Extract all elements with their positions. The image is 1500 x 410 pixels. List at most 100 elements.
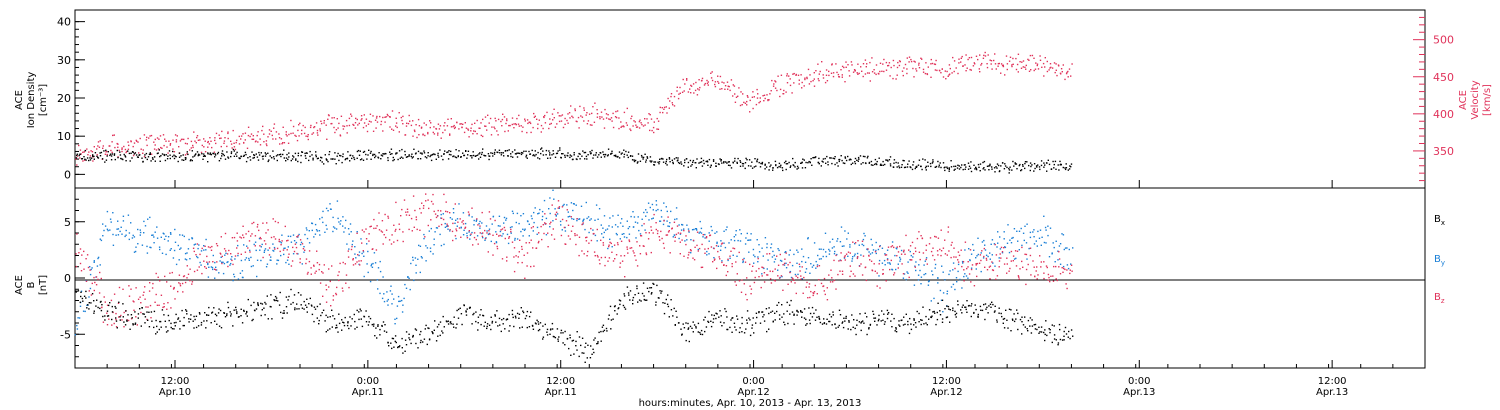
velocity-point xyxy=(581,116,584,118)
bz-point xyxy=(752,265,754,267)
by-point xyxy=(897,263,899,265)
density-point xyxy=(317,157,319,159)
by-point xyxy=(662,223,665,226)
density-point xyxy=(227,156,229,158)
velocity-point xyxy=(871,57,873,59)
density-point xyxy=(380,154,383,156)
velocity-point xyxy=(524,120,526,122)
velocity-point xyxy=(630,117,632,120)
bx-point xyxy=(513,325,515,328)
density-point xyxy=(626,154,628,156)
by-point xyxy=(761,273,763,275)
bx-point xyxy=(167,330,169,332)
by-point xyxy=(366,243,368,245)
bz-point xyxy=(140,302,142,304)
density-point xyxy=(1014,163,1017,165)
velocity-point xyxy=(270,130,272,132)
velocity-point xyxy=(515,123,517,126)
bx-point xyxy=(572,339,575,342)
by-point xyxy=(1032,231,1034,233)
velocity-point xyxy=(366,130,369,133)
bx-point xyxy=(217,312,220,314)
bx-point xyxy=(632,299,634,301)
density-point xyxy=(856,159,858,161)
bx-point xyxy=(482,314,484,317)
density-point xyxy=(356,157,358,159)
density-point xyxy=(349,154,352,156)
by-point xyxy=(455,219,457,221)
velocity-point xyxy=(1067,76,1069,78)
density-point xyxy=(325,158,327,160)
bz-point xyxy=(1000,257,1002,259)
density-point xyxy=(297,152,300,154)
density-point xyxy=(780,164,782,166)
bx-point xyxy=(667,305,670,308)
density-point xyxy=(598,154,600,156)
density-point xyxy=(262,158,264,160)
density-point xyxy=(94,152,97,154)
by-point xyxy=(623,233,625,235)
bx-point xyxy=(719,310,721,312)
bz-point xyxy=(751,270,753,272)
velocity-point xyxy=(540,124,543,127)
by-point xyxy=(970,267,973,269)
by-point xyxy=(265,266,268,268)
by-point xyxy=(444,226,447,228)
by-point xyxy=(652,217,654,219)
density-point xyxy=(827,161,829,163)
by-point xyxy=(801,278,803,280)
velocity-point xyxy=(487,114,489,116)
by-point xyxy=(516,212,519,215)
velocity-point xyxy=(835,63,837,65)
density-point xyxy=(253,154,256,157)
bz-point xyxy=(612,260,615,262)
bz-point xyxy=(361,242,363,244)
bx-point xyxy=(163,314,165,316)
bx-point xyxy=(685,339,687,342)
bz-point xyxy=(537,242,540,244)
bx-point xyxy=(197,325,200,327)
bz-point xyxy=(697,250,699,252)
bz-point xyxy=(430,219,432,221)
density-point xyxy=(78,154,80,157)
density-point xyxy=(315,154,317,156)
by-point xyxy=(940,299,943,301)
bz-point xyxy=(247,247,249,249)
velocity-point xyxy=(908,56,911,58)
bx-point xyxy=(115,320,118,322)
bz-point xyxy=(122,288,124,290)
velocity-point xyxy=(346,125,348,127)
bz-point xyxy=(1022,266,1024,268)
bx-point xyxy=(290,303,292,305)
velocity-point xyxy=(357,124,359,126)
by-point xyxy=(449,217,452,219)
bz-point xyxy=(930,250,933,253)
density-point xyxy=(723,161,725,163)
by-point xyxy=(981,241,984,243)
velocity-point xyxy=(353,124,355,126)
bz-point xyxy=(86,254,89,256)
density-point xyxy=(392,159,394,162)
density-point xyxy=(427,152,429,154)
by-point xyxy=(745,237,747,239)
bx-point xyxy=(542,336,545,338)
density-point xyxy=(194,154,196,156)
density-point xyxy=(512,156,514,158)
by-point xyxy=(783,264,786,266)
bz-point xyxy=(886,259,889,261)
by-point xyxy=(891,269,894,271)
velocity-point xyxy=(1036,64,1038,67)
velocity-point xyxy=(340,115,343,117)
density-point xyxy=(912,164,914,166)
density-point xyxy=(892,166,895,168)
density-point xyxy=(1008,172,1010,174)
velocity-point xyxy=(450,118,452,120)
by-point xyxy=(606,228,609,230)
bx-point xyxy=(465,314,468,316)
bz-point xyxy=(744,261,747,263)
bz-point xyxy=(143,291,145,293)
density-point xyxy=(879,164,882,166)
bx-point xyxy=(721,325,723,327)
bx-point xyxy=(97,306,99,309)
velocity-point xyxy=(429,120,431,122)
